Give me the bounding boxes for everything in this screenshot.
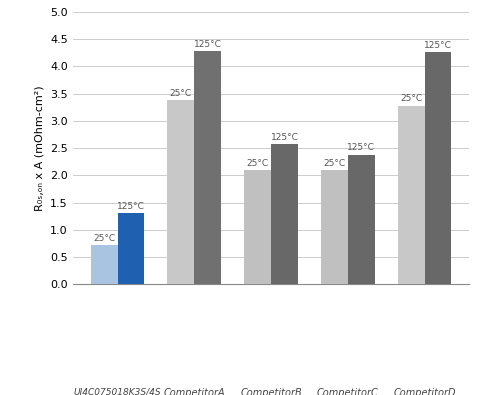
Bar — [348, 155, 375, 284]
Text: 25°C: 25°C — [323, 159, 346, 168]
Text: 125°C: 125°C — [271, 133, 299, 142]
Text: CompetitorC: CompetitorC — [317, 388, 378, 395]
Text: UJ4C075018K3S/4S: UJ4C075018K3S/4S — [74, 388, 161, 395]
Text: 25°C: 25°C — [400, 94, 422, 103]
Text: 25°C: 25°C — [170, 89, 192, 98]
Bar — [271, 144, 298, 284]
Text: CompetitorB: CompetitorB — [240, 388, 302, 395]
Bar — [118, 213, 144, 284]
Bar — [398, 105, 424, 284]
Bar — [244, 171, 271, 284]
Bar — [91, 245, 118, 284]
Text: 125°C: 125°C — [348, 143, 375, 152]
Bar — [424, 52, 452, 284]
Text: 125°C: 125°C — [424, 41, 452, 50]
Text: 25°C: 25°C — [246, 159, 269, 168]
Bar — [167, 100, 194, 284]
Text: 125°C: 125°C — [117, 202, 145, 211]
Text: 25°C: 25°C — [93, 234, 115, 243]
Bar — [194, 51, 221, 284]
Bar — [321, 170, 348, 284]
Text: CompetitorA: CompetitorA — [164, 388, 225, 395]
Text: CompetitorD: CompetitorD — [393, 388, 456, 395]
Text: 125°C: 125°C — [194, 40, 222, 49]
Y-axis label: R₀ₛ,ₒₙ x A (mOhm-cm²): R₀ₛ,ₒₙ x A (mOhm-cm²) — [34, 85, 45, 211]
